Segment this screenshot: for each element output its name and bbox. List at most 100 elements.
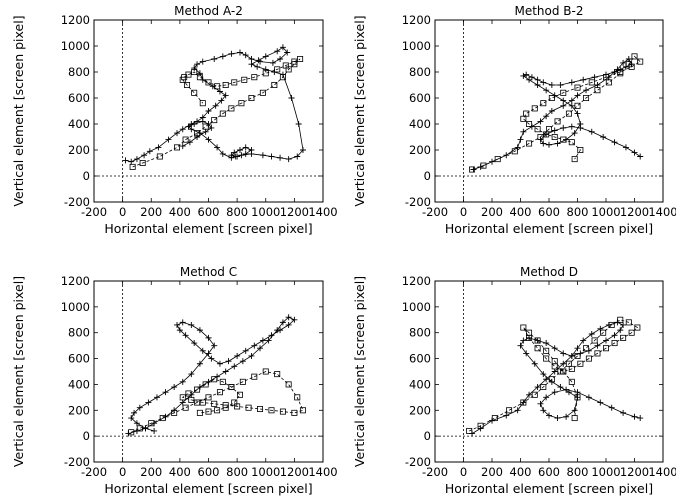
data-point [268,332,275,339]
data-point [540,371,547,378]
data-point [182,404,189,411]
y-axis-label: Vertical element [screen pixel] [11,276,26,467]
data-point [184,82,191,89]
data-point [248,147,255,153]
axes-frame [434,280,664,463]
data-point [262,53,269,60]
data-point [299,407,306,414]
data-point [594,342,601,349]
data-point [526,140,533,147]
data-point [548,108,555,114]
data-point [568,97,575,104]
data-point [588,79,595,86]
data-point [299,147,306,153]
data-point [191,65,198,72]
data-point [216,88,223,95]
data-point [534,345,541,352]
data-point [294,153,301,160]
data-point [208,355,215,362]
x-tick-label: 600 [198,465,220,479]
data-point [219,110,226,117]
data-point [259,152,266,159]
x-tick-label: 1200 [620,205,649,219]
data-point [531,360,538,367]
y-tick-label: 400 [409,377,431,391]
data-point [526,121,533,128]
y-tick-label: 0 [424,169,431,183]
data-point [285,321,292,328]
data-point [191,340,198,347]
data-point [191,121,198,127]
y-tick-label: 600 [68,352,90,366]
data-point [255,57,262,64]
data-point [540,100,547,107]
data-point [620,334,627,341]
y-tick-label: 1200 [402,13,431,27]
data-point [534,76,541,83]
data-point [128,415,135,422]
data-point [239,378,246,385]
x-tick-label: 200 [140,205,162,219]
data-point [568,352,575,359]
data-point [288,95,295,101]
data-point [517,136,524,143]
data-point [142,425,149,432]
data-point [239,358,246,365]
data-point [248,95,255,102]
series-line-2 [469,319,639,432]
x-tick-label: 0 [460,465,467,479]
x-tick-label: 1200 [620,465,649,479]
x-tick-label: 600 [538,205,560,219]
data-point [216,389,223,396]
data-point [208,124,215,131]
x-tick-label: 1000 [251,465,280,479]
data-point [228,384,235,391]
y-tick-label: 0 [83,169,90,183]
data-point [165,136,172,143]
data-point [603,74,610,81]
series-line-2 [132,58,301,168]
y-tick-label: 400 [68,377,90,391]
data-point [554,140,561,147]
x-tick-label: 200 [481,205,503,219]
data-point [219,150,226,157]
x-tick-label: 0 [119,465,126,479]
data-point [560,124,567,131]
data-point [620,59,627,66]
data-point [563,413,570,420]
data-point [199,58,206,65]
data-point [620,321,627,328]
data-point [574,352,581,359]
data-point [274,48,281,55]
data-point [294,394,301,401]
data-point [194,61,201,68]
x-tick-label: 1400 [648,465,676,479]
y-tick-label: 200 [409,403,431,417]
x-tick-label: 1400 [308,465,337,479]
data-point [577,360,584,367]
data-point [196,409,203,416]
series-line-2 [471,55,641,170]
y-tick-label: 600 [409,91,431,105]
data-point [259,89,266,96]
data-point [214,83,221,90]
data-point [205,79,212,86]
data-point [205,408,212,415]
data-point [145,399,152,406]
data-point [251,74,258,81]
chart-title: Method D [520,265,578,279]
data-point [622,144,629,151]
data-point [634,324,641,331]
data-point [469,166,476,173]
x-tick-label: 0 [119,205,126,219]
data-point [185,123,192,130]
data-point [588,128,595,135]
data-point [517,342,524,349]
data-point [188,396,195,403]
x-tick-label: 800 [567,465,589,479]
x-tick-label: 200 [140,465,162,479]
data-point [202,381,209,388]
data-point [214,144,221,151]
data-point [540,79,547,86]
data-point [194,134,201,140]
